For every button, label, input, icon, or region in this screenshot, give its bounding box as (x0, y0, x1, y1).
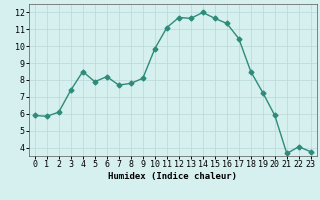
X-axis label: Humidex (Indice chaleur): Humidex (Indice chaleur) (108, 172, 237, 181)
